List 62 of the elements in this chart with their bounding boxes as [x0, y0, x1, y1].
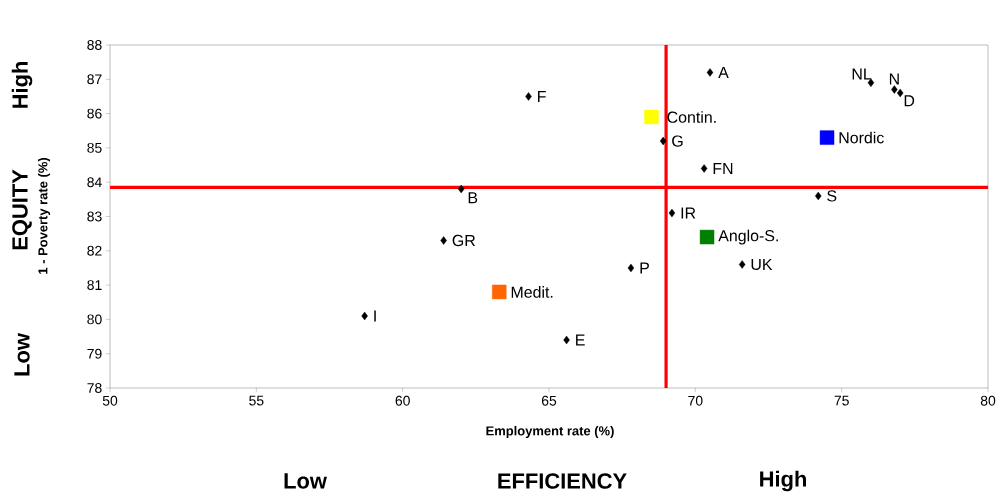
series-label: NL	[852, 68, 872, 80]
point	[361, 311, 368, 321]
point	[644, 109, 659, 125]
point	[699, 229, 715, 245]
point	[563, 335, 570, 345]
point	[706, 68, 714, 77]
series-label: GR	[452, 234, 476, 247]
series-label: G	[672, 135, 683, 147]
y-tick-label: 87	[87, 74, 102, 85]
point	[815, 191, 822, 201]
series-label: FN	[713, 162, 733, 174]
y-tick-label: 78	[87, 383, 102, 393]
x-tick-label: 75	[834, 395, 849, 406]
x-tick-label: 55	[249, 395, 264, 406]
y-tick-label: 79	[87, 348, 102, 359]
y-tick-label: 80	[87, 314, 102, 325]
y-tick-label: 88	[87, 40, 102, 50]
x-tick-label: 60	[395, 395, 410, 406]
y-tick-label: 84	[87, 177, 102, 188]
series-label: N	[889, 73, 899, 85]
series-label: Nordic	[839, 131, 884, 144]
text: Low	[14, 333, 30, 376]
y-axis-title: 1 - Poverty rate (%)	[37, 157, 51, 274]
y-tick-label: 82	[87, 245, 102, 256]
point	[458, 184, 465, 194]
point	[700, 164, 708, 173]
series-label: S	[827, 190, 837, 202]
x-tick-label: 50	[102, 395, 118, 406]
point	[440, 236, 447, 245]
x-axis-title: Employment rate (%)	[486, 425, 614, 439]
point	[668, 208, 676, 218]
point	[738, 260, 746, 269]
text: EFFICIENCY	[498, 473, 627, 489]
series-label: B	[468, 192, 478, 204]
series-label: IR	[681, 207, 696, 219]
point	[897, 88, 904, 98]
point	[492, 284, 507, 300]
series-label: F	[538, 90, 546, 102]
x-tick-label: 65	[541, 395, 557, 406]
text: High	[11, 62, 33, 108]
point	[819, 130, 835, 145]
series-label: UK	[751, 258, 773, 271]
point	[525, 92, 532, 101]
series-label: A	[718, 66, 729, 78]
series-label: Medit.	[511, 286, 553, 298]
y-tick-label: 86	[87, 108, 102, 119]
series-label: D	[904, 95, 915, 107]
series-label: Anglo-S.	[718, 229, 778, 245]
y-tick-label: 83	[87, 211, 102, 222]
text: High	[760, 470, 806, 492]
text: Low	[284, 473, 327, 489]
series-label: E	[576, 334, 585, 346]
x-tick-label: 70	[688, 395, 703, 406]
point	[891, 85, 898, 94]
text: EQUITY	[12, 169, 32, 250]
series-label: P	[640, 262, 649, 274]
y-tick-label: 81	[87, 280, 102, 291]
point	[627, 263, 635, 273]
y-tick-label: 85	[87, 142, 102, 153]
series-label: I	[374, 310, 376, 322]
point	[659, 136, 667, 146]
x-tick-label: 80	[980, 395, 996, 406]
